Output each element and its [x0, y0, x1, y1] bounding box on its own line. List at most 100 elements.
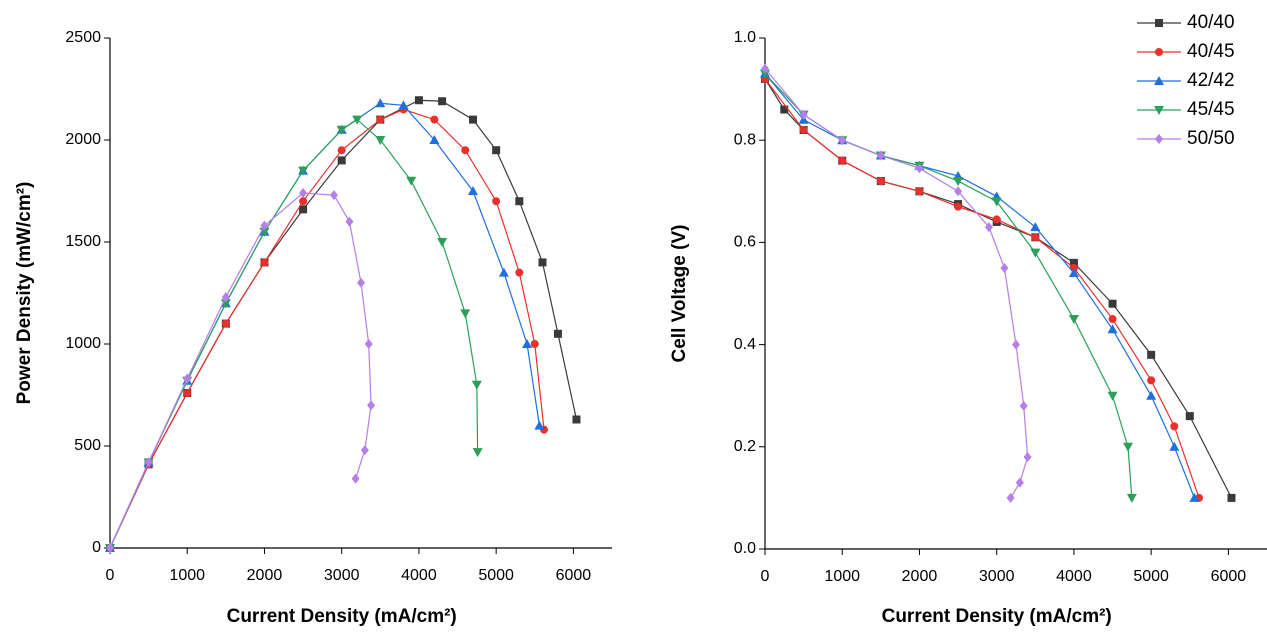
- marker: [1069, 258, 1078, 267]
- marker: [954, 202, 963, 211]
- marker: [375, 98, 386, 108]
- marker: [299, 197, 308, 206]
- marker: [1030, 248, 1041, 258]
- marker: [144, 457, 153, 468]
- marker: [1126, 493, 1137, 503]
- x-axis-title: Current Density (mA/cm²): [227, 606, 457, 627]
- x-tick-label: 1000: [824, 568, 860, 585]
- series-line: [109, 108, 545, 549]
- x-tick-label: 4000: [401, 567, 437, 584]
- y-tick-label: 0.4: [734, 336, 756, 353]
- legend-label: 45/45: [1187, 99, 1235, 120]
- series-line: [109, 99, 578, 549]
- marker: [876, 177, 885, 186]
- marker: [438, 97, 447, 106]
- marker: [337, 156, 346, 165]
- x-tick-label: 0: [761, 568, 770, 585]
- marker: [984, 222, 993, 233]
- y-tick-label: 0: [92, 539, 101, 556]
- marker: [761, 63, 769, 74]
- marker: [572, 415, 581, 424]
- y-tick-label: 1500: [65, 233, 101, 250]
- marker: [538, 258, 547, 267]
- marker: [183, 388, 192, 397]
- marker: [429, 135, 440, 144]
- marker: [530, 340, 539, 348]
- marker: [780, 105, 789, 114]
- marker: [1023, 452, 1032, 463]
- y-tick-label: 0.8: [734, 131, 756, 148]
- marker: [406, 176, 417, 186]
- marker: [1030, 222, 1041, 232]
- marker: [375, 136, 386, 145]
- x-tick-label: 6000: [556, 567, 592, 584]
- marker: [876, 150, 885, 161]
- marker: [1146, 390, 1157, 400]
- marker: [838, 135, 847, 146]
- marker: [1019, 400, 1028, 411]
- marker: [414, 96, 423, 105]
- series-line: [109, 102, 540, 549]
- marker: [1155, 48, 1163, 56]
- marker: [1107, 391, 1118, 401]
- legend-label: 42/42: [1187, 70, 1235, 91]
- marker: [221, 319, 230, 328]
- series-line: [764, 78, 1200, 499]
- x-tick-label: 5000: [478, 567, 514, 584]
- marker: [221, 292, 230, 303]
- marker: [336, 125, 347, 135]
- y-tick-label: 500: [74, 437, 101, 454]
- x-tick-label: 2000: [247, 567, 283, 584]
- y-tick-label: 2000: [65, 131, 101, 148]
- x-axis-title: Current Density (mA/cm²): [882, 606, 1112, 627]
- marker: [515, 268, 524, 277]
- marker: [468, 115, 477, 124]
- marker: [329, 190, 338, 201]
- marker: [260, 220, 269, 231]
- marker: [1108, 299, 1117, 308]
- marker: [1189, 492, 1200, 502]
- marker: [1227, 493, 1236, 502]
- marker: [472, 448, 483, 458]
- marker: [298, 166, 309, 176]
- marker: [1155, 134, 1163, 144]
- x-tick-label: 3000: [324, 567, 360, 584]
- marker: [357, 277, 365, 288]
- y-tick-label: 0.6: [734, 234, 756, 251]
- marker: [838, 156, 847, 165]
- marker: [915, 187, 924, 196]
- x-tick-label: 0: [106, 567, 115, 584]
- marker: [1068, 315, 1079, 325]
- marker: [1147, 350, 1156, 359]
- x-tick-label: 2000: [902, 568, 938, 585]
- series-line: [109, 192, 372, 549]
- marker: [352, 115, 363, 125]
- x-tick-label: 1000: [169, 567, 205, 584]
- marker: [954, 186, 963, 197]
- marker: [376, 115, 385, 124]
- marker: [498, 267, 509, 277]
- marker: [1108, 315, 1117, 324]
- marker: [461, 146, 470, 155]
- marker: [364, 339, 373, 349]
- marker: [1122, 442, 1133, 452]
- x-tick-label: 6000: [1211, 568, 1247, 585]
- marker: [360, 445, 369, 456]
- legend-label: 40/45: [1187, 41, 1235, 62]
- marker: [1185, 412, 1194, 421]
- marker: [351, 473, 360, 484]
- marker: [1015, 477, 1024, 488]
- y-axis-title: Power Density (mW/cm²): [14, 182, 35, 405]
- marker: [1068, 268, 1079, 278]
- marker: [991, 197, 1002, 207]
- marker: [1107, 324, 1118, 334]
- marker: [260, 258, 269, 267]
- marker: [1000, 262, 1009, 273]
- x-tick-label: 5000: [1133, 568, 1169, 585]
- marker: [299, 188, 308, 199]
- marker: [437, 238, 448, 247]
- marker: [492, 197, 501, 206]
- x-tick-label: 4000: [1056, 568, 1092, 585]
- marker: [337, 146, 346, 155]
